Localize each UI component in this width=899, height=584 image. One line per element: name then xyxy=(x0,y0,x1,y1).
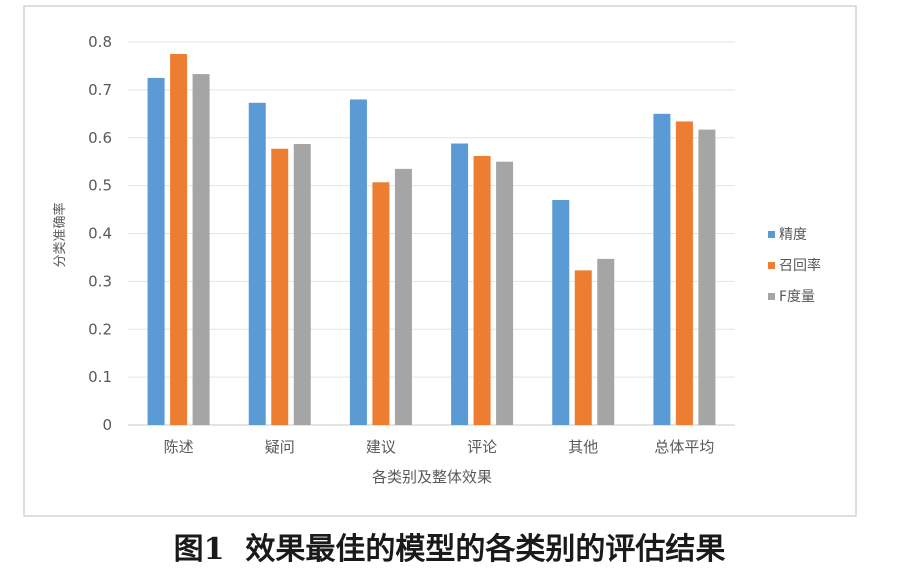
legend-swatch xyxy=(768,231,775,238)
x-tick-label: 陈述 xyxy=(164,438,194,456)
y-tick-label: 0.6 xyxy=(88,129,112,147)
legend-label: F度量 xyxy=(779,289,815,305)
bar-总体平均-F度量 xyxy=(698,129,716,425)
y-tick-label: 0.5 xyxy=(88,177,112,195)
bar-陈述-F度量 xyxy=(192,74,210,426)
bar-建议-召回率 xyxy=(372,182,390,425)
bar-总体平均-召回率 xyxy=(675,121,693,425)
bar-其他-F度量 xyxy=(597,258,615,425)
figure-caption-text: 效果最佳的模型的各类别的评估结果 xyxy=(245,532,726,567)
legend-swatch xyxy=(768,262,775,269)
legend-label: 召回率 xyxy=(779,257,821,274)
y-tick-label: 0.3 xyxy=(88,272,112,290)
gridlines xyxy=(128,41,735,426)
bar-建议-F度量 xyxy=(394,168,412,425)
x-tick-label: 总体平均 xyxy=(654,438,714,456)
x-tick-label: 疑问 xyxy=(265,438,295,456)
x-tick-label: 其他 xyxy=(568,438,598,456)
bar-疑问-F度量 xyxy=(293,143,311,425)
y-tick-label: 0.4 xyxy=(88,225,112,243)
bar-其他-召回率 xyxy=(574,270,592,425)
figure-caption-label: 图1 xyxy=(173,532,225,567)
bar-疑问-精度 xyxy=(248,102,266,426)
x-tick-label: 评论 xyxy=(467,438,497,456)
y-tick-label: 0 xyxy=(102,416,112,434)
y-tick-label: 0.8 xyxy=(88,33,112,51)
x-axis-label: 各类别及整体效果 xyxy=(372,468,492,486)
bar-评论-召回率 xyxy=(473,155,491,425)
bar-评论-精度 xyxy=(451,143,469,425)
bar-陈述-召回率 xyxy=(170,53,188,425)
bar-总体平均-精度 xyxy=(653,113,671,425)
x-tick-label: 建议 xyxy=(366,438,396,456)
bar-评论-F度量 xyxy=(496,161,514,425)
y-tick-label: 0.7 xyxy=(88,81,112,99)
legend-swatch xyxy=(768,293,775,300)
y-tick-labels: 0 0.1 0.2 0.3 0.4 0.5 0.6 0.7 0.8 xyxy=(88,33,112,434)
bar-疑问-召回率 xyxy=(271,148,289,426)
legend-label: 精度 xyxy=(779,227,807,243)
y-tick-label: 0.2 xyxy=(88,320,112,338)
bar-建议-精度 xyxy=(349,99,367,425)
bars xyxy=(147,53,716,426)
figure-caption: 图1 效果最佳的模型的各类别的评估结果 xyxy=(0,524,899,568)
bar-其他-精度 xyxy=(552,199,570,425)
bar-陈述-精度 xyxy=(147,77,165,425)
y-tick-label: 0.1 xyxy=(88,368,112,386)
x-tick-labels: 陈述 疑问 建议 评论 其他 总体平均 xyxy=(164,438,715,456)
y-axis-label: 分类准确率 xyxy=(52,202,68,267)
